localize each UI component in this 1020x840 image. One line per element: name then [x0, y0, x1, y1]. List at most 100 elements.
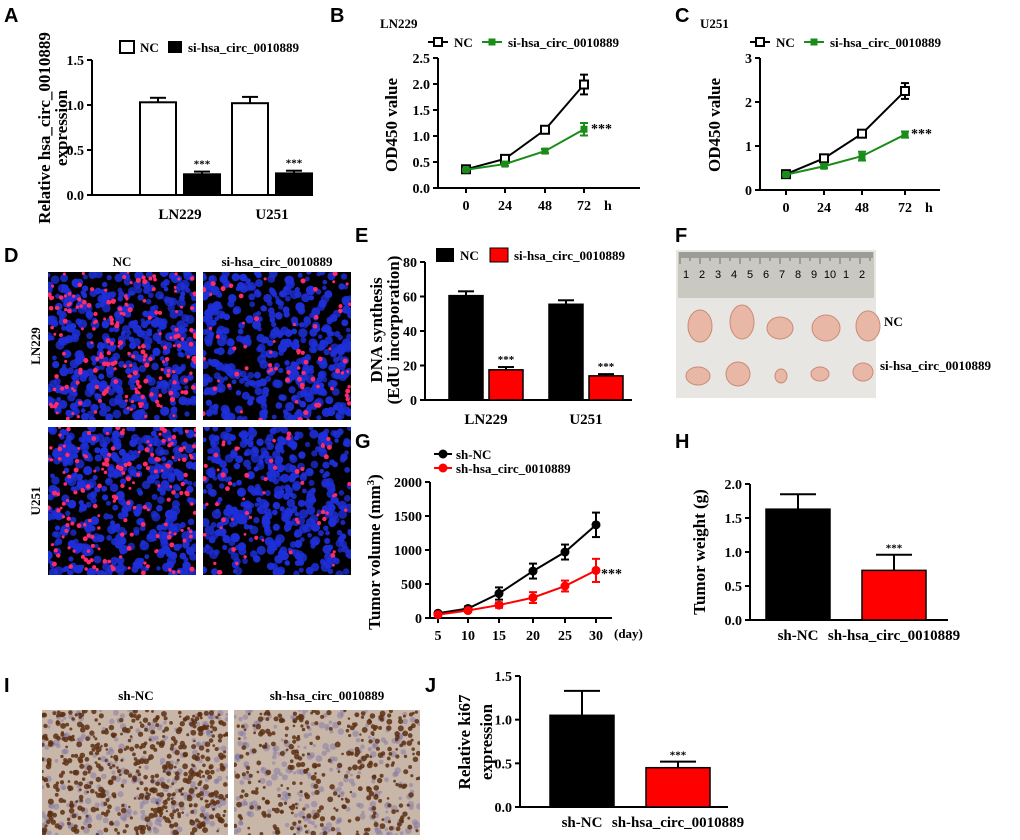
d-image-ln229-si	[203, 272, 351, 420]
nucleus-dot	[278, 489, 285, 495]
nucleus-dot	[242, 337, 252, 347]
nucleus-dot	[207, 305, 213, 311]
ki67-positive-dot	[300, 724, 304, 728]
ki67-positive-dot	[66, 821, 71, 826]
edu-positive-dot	[323, 454, 329, 460]
edu-positive-dot	[316, 384, 320, 389]
nucleus-dot	[156, 566, 161, 571]
hematoxylin-dot	[325, 822, 333, 829]
edu-positive-dot	[234, 446, 239, 451]
edu-positive-dot	[68, 301, 72, 306]
ki67-positive-dot	[234, 773, 241, 779]
nucleus-dot	[343, 495, 351, 502]
nucleus-dot	[207, 488, 215, 496]
edu-positive-dot	[192, 510, 196, 515]
nucleus-dot	[109, 483, 119, 493]
hematoxylin-dot	[213, 778, 220, 785]
nucleus-dot	[59, 366, 69, 377]
ki67-positive-dot	[371, 814, 376, 819]
nucleus-dot	[86, 437, 92, 443]
hematoxylin-dot	[322, 742, 329, 750]
ki67-positive-dot	[343, 710, 347, 712]
ki67-positive-dot	[386, 797, 390, 800]
legend-swatch-si	[489, 247, 509, 263]
nucleus-dot	[308, 468, 314, 474]
hematoxylin-dot	[249, 801, 254, 806]
ki67-positive-dot	[234, 823, 238, 829]
ki67-positive-dot	[128, 805, 131, 809]
ki67-positive-dot	[368, 739, 373, 744]
nucleus-dot	[304, 441, 311, 448]
edu-positive-dot	[143, 354, 147, 359]
ki67-positive-dot	[42, 733, 48, 739]
edu-positive-dot	[187, 526, 191, 530]
hematoxylin-dot	[140, 809, 146, 815]
hematoxylin-dot	[60, 784, 67, 791]
ki67-positive-dot	[155, 722, 160, 728]
ki67-positive-dot	[415, 829, 419, 833]
edu-positive-dot	[203, 411, 206, 417]
nucleus-dot	[323, 428, 330, 435]
ki67-positive-dot	[79, 798, 84, 803]
ki67-positive-dot	[379, 823, 386, 829]
ki67-positive-dot	[159, 740, 166, 747]
data-point	[591, 520, 601, 530]
ki67-positive-dot	[156, 741, 160, 745]
y-tick-label: 0	[745, 184, 752, 199]
nucleus-dot	[274, 295, 280, 301]
nucleus-dot	[317, 530, 324, 537]
legend-marker-si	[488, 38, 496, 46]
hematoxylin-dot	[272, 750, 278, 756]
nucleus-dot	[294, 560, 301, 567]
nucleus-dot	[184, 385, 189, 390]
ki67-positive-dot	[292, 739, 297, 744]
ruler-number: 6	[763, 269, 769, 281]
hematoxylin-dot	[384, 827, 389, 832]
edu-positive-dot	[93, 311, 98, 317]
ki67-positive-dot	[148, 738, 152, 742]
ki67-positive-dot	[270, 741, 276, 747]
legend-marker-si	[810, 38, 818, 46]
edu-positive-dot	[258, 417, 263, 420]
ki67-positive-dot	[136, 787, 140, 791]
ki67-positive-dot	[114, 827, 118, 832]
edu-positive-dot	[234, 371, 240, 377]
ki67-positive-dot	[327, 796, 334, 803]
nucleus-dot	[203, 517, 210, 527]
edu-positive-dot	[213, 452, 219, 458]
nucleus-dot	[317, 334, 323, 339]
nucleus-dot	[177, 543, 183, 549]
nucleus-dot	[223, 376, 229, 381]
nucleus-dot	[203, 349, 207, 357]
nucleus-dot	[77, 319, 88, 329]
panel-i: sh-NC sh-hsa_circ_0010889	[42, 688, 420, 835]
nucleus-dot	[241, 275, 248, 282]
nucleus-dot	[115, 385, 124, 393]
nucleus-dot	[337, 509, 348, 519]
edu-positive-dot	[183, 378, 189, 383]
ki67-positive-dot	[366, 762, 373, 769]
ki67-positive-dot	[103, 801, 108, 806]
ki67-positive-dot	[88, 751, 94, 756]
edu-positive-dot	[153, 277, 157, 282]
edu-positive-dot	[62, 444, 66, 448]
ki67-positive-dot	[164, 817, 171, 823]
hematoxylin-dot	[266, 809, 272, 814]
nucleus-dot	[265, 375, 272, 382]
ki67-positive-dot	[341, 752, 344, 756]
tumor	[729, 304, 755, 340]
edu-positive-dot	[142, 505, 148, 510]
ki67-positive-dot	[290, 811, 294, 815]
nucleus-dot	[341, 319, 349, 327]
ki67-positive-dot	[163, 716, 168, 721]
edu-positive-dot	[113, 367, 117, 371]
edu-positive-dot	[135, 379, 140, 384]
edu-positive-dot	[272, 339, 276, 343]
ki67-positive-dot	[245, 765, 251, 771]
hematoxylin-dot	[310, 820, 316, 826]
hematoxylin-dot	[213, 756, 220, 763]
edu-positive-dot	[86, 430, 91, 435]
ki67-positive-dot	[314, 772, 317, 775]
edu-positive-dot	[158, 393, 163, 398]
